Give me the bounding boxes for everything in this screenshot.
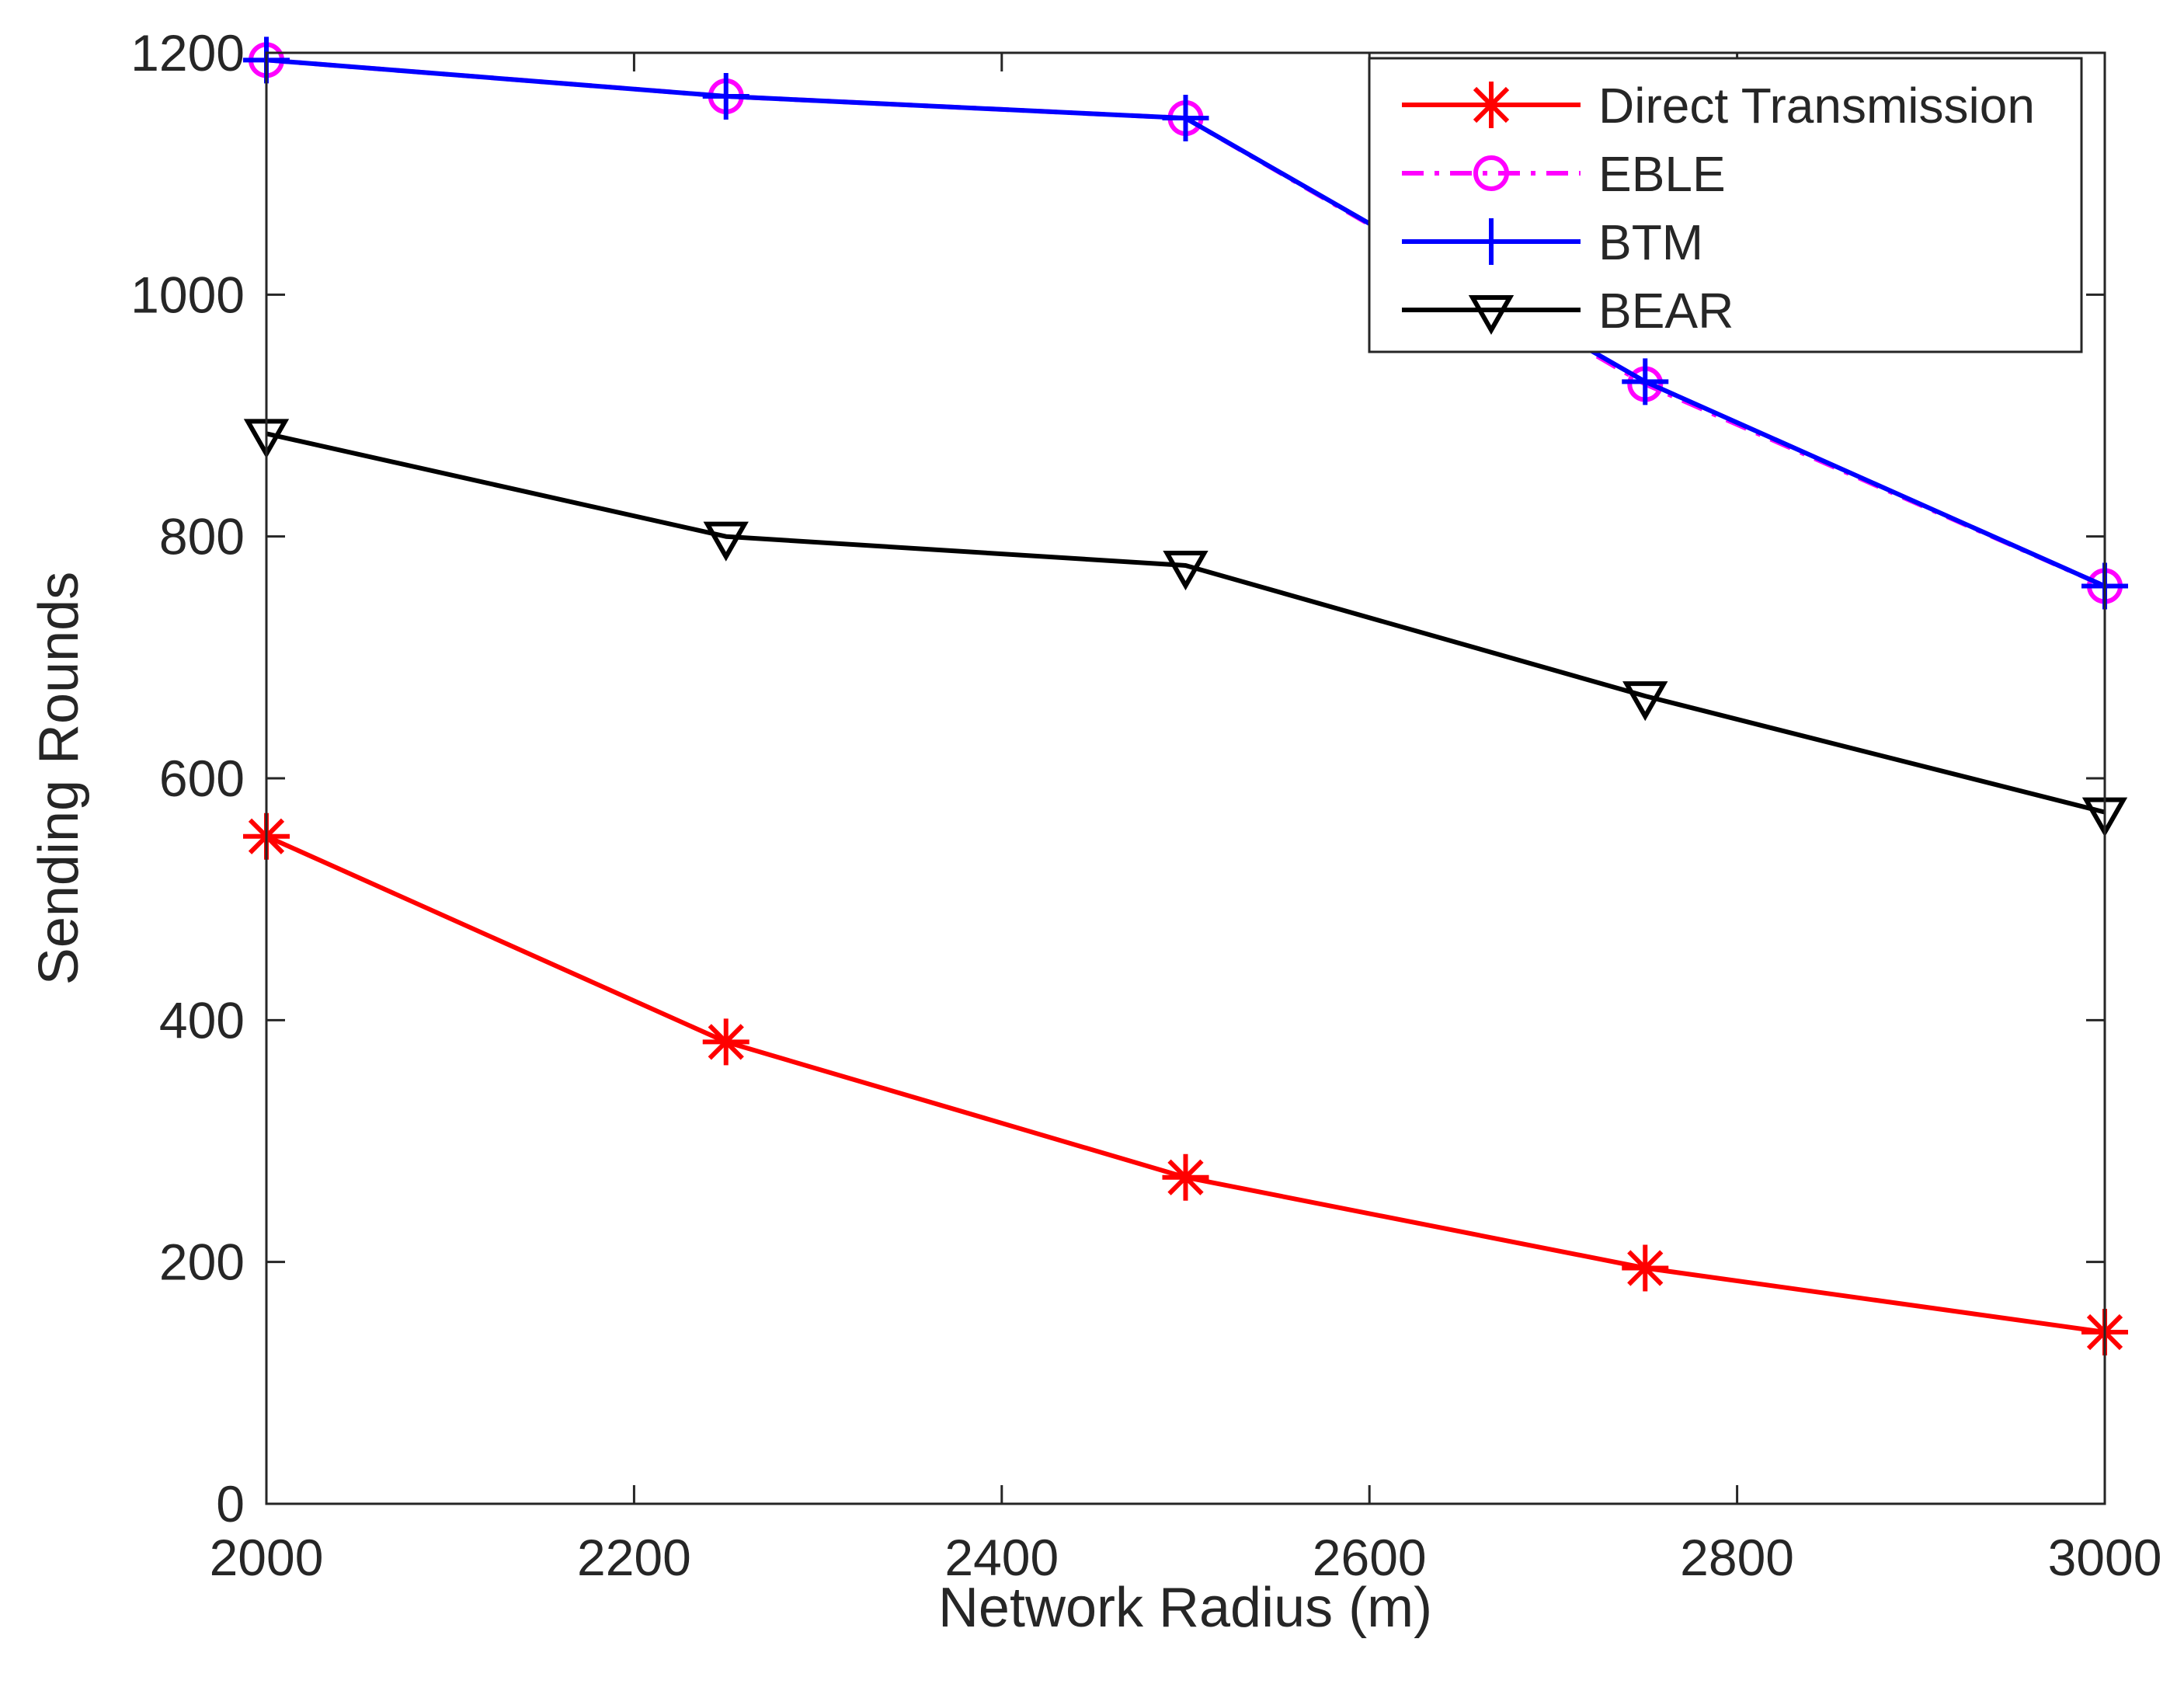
x-axis-label: Network Radius (m) (938, 1577, 1432, 1639)
y-tick-label-1200: 1200 (130, 24, 245, 82)
y-tick-label-1000: 1000 (130, 266, 245, 323)
point-bear-2750 (1622, 681, 1668, 722)
axes-layer: 2000 2200 2400 2600 2800 3000 0 200 400 600 800 100… (130, 24, 2161, 1586)
x-tick-label-2800: 2800 (1680, 1529, 1794, 1586)
y-axis-label: Sending Rounds (28, 572, 90, 985)
y-tick-label-0: 0 (216, 1475, 245, 1533)
x-tick-label-3000: 3000 (2048, 1529, 2162, 1586)
point-btm-2250 (702, 73, 749, 120)
point-btm-2500 (1162, 95, 1209, 142)
legend-label-bear: BEAR (1598, 283, 1734, 339)
legend: Direct Transmission EBLE BTM BEAR (1368, 57, 2083, 353)
point-direct-transmission-2250 (702, 1018, 749, 1066)
series-line-bear (266, 431, 2106, 815)
legend-marker-bear (1468, 295, 1515, 336)
legend-label-btm: BTM (1598, 214, 1703, 270)
x-tick-label-2000: 2000 (210, 1529, 324, 1586)
legend-label-eble: EBLE (1598, 146, 1726, 202)
legend-marker-direct-transmission (1468, 82, 1515, 128)
legend-entry-bear: BEAR (1402, 283, 1734, 339)
x-tick-label-2200: 2200 (577, 1529, 691, 1586)
y-tick-label-600: 600 (159, 750, 245, 807)
point-direct-transmission-2750 (1622, 1244, 1669, 1292)
legend-entry-direct-transmission: Direct Transmission (1402, 78, 2035, 134)
legend-marker-btm (1468, 218, 1515, 265)
y-tick-label-400: 400 (159, 991, 245, 1049)
legend-marker-eble (1473, 155, 1509, 191)
legend-entry-btm: BTM (1402, 214, 1703, 270)
point-direct-transmission-2500 (1162, 1153, 1209, 1201)
legend-label-direct-transmission: Direct Transmission (1598, 78, 2035, 134)
point-bear-2500 (1163, 551, 1209, 591)
x-tick-label-2600: 2600 (1313, 1529, 1427, 1586)
point-btm-2750 (1622, 358, 1669, 405)
point-bear-2250 (703, 521, 749, 562)
y-tick-label-200: 200 (159, 1233, 245, 1291)
legend-entry-eble: EBLE (1402, 146, 1726, 202)
series-layer (243, 37, 2128, 1355)
x-tick-label-2400: 2400 (944, 1529, 1059, 1586)
y-tick-label-800: 800 (159, 508, 245, 565)
